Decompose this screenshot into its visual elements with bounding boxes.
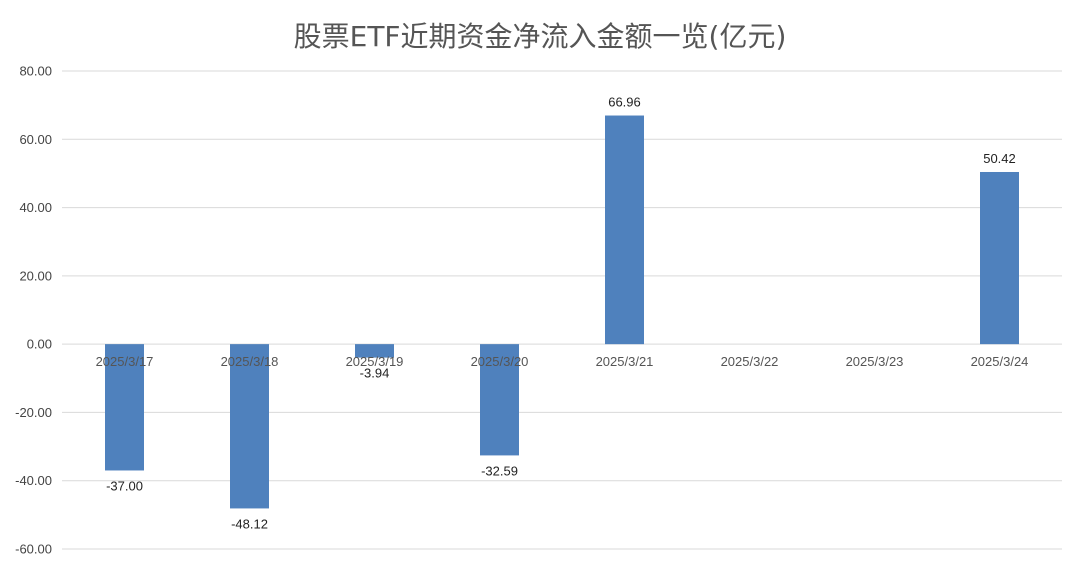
- y-tick-label: -20.00: [15, 405, 52, 420]
- gridlines: [62, 70, 1062, 550]
- bar: [105, 344, 144, 471]
- y-axis-ticks: 80.00 60.00 40.00 20.00 0.00 -20.00 -40.00 -60.…: [15, 64, 52, 557]
- data-label: -3.94: [360, 366, 390, 381]
- data-labels: -37.00 -48.12 -3.94 -32.59 66.96 50.42: [106, 95, 1016, 532]
- bar: [605, 115, 644, 345]
- bars: [105, 115, 1019, 509]
- data-label: 50.42: [983, 151, 1016, 166]
- bar: [230, 344, 269, 509]
- y-tick-label: 0.00: [27, 337, 52, 352]
- data-label: -32.59: [481, 463, 518, 478]
- y-tick-label: 20.00: [19, 268, 52, 283]
- x-tick-label: 2025/3/24: [971, 354, 1029, 369]
- y-tick-label: 40.00: [19, 200, 52, 215]
- x-tick-label: 2025/3/20: [471, 354, 529, 369]
- bar: [980, 171, 1019, 345]
- data-label: 66.96: [608, 95, 641, 110]
- bar: [355, 344, 394, 358]
- x-tick-label: 2025/3/22: [721, 354, 779, 369]
- data-label: -48.12: [231, 516, 268, 531]
- x-axis-labels: 2025/3/17 2025/3/18 2025/3/19 2025/3/20 2025…: [96, 354, 1029, 369]
- x-tick-label: 2025/3/19: [346, 354, 404, 369]
- chart-title: 股票ETF近期资金净流入金额一览(亿元): [294, 20, 787, 53]
- y-tick-label: 60.00: [19, 132, 52, 147]
- x-tick-label: 2025/3/23: [846, 354, 904, 369]
- x-tick-label: 2025/3/21: [596, 354, 654, 369]
- y-tick-label: -40.00: [15, 473, 52, 488]
- bar: [480, 344, 519, 456]
- y-tick-label: -60.00: [15, 542, 52, 557]
- x-tick-label: 2025/3/17: [96, 354, 154, 369]
- data-label: -37.00: [106, 478, 143, 493]
- y-tick-label: 80.00: [19, 64, 52, 79]
- x-tick-label: 2025/3/18: [221, 354, 279, 369]
